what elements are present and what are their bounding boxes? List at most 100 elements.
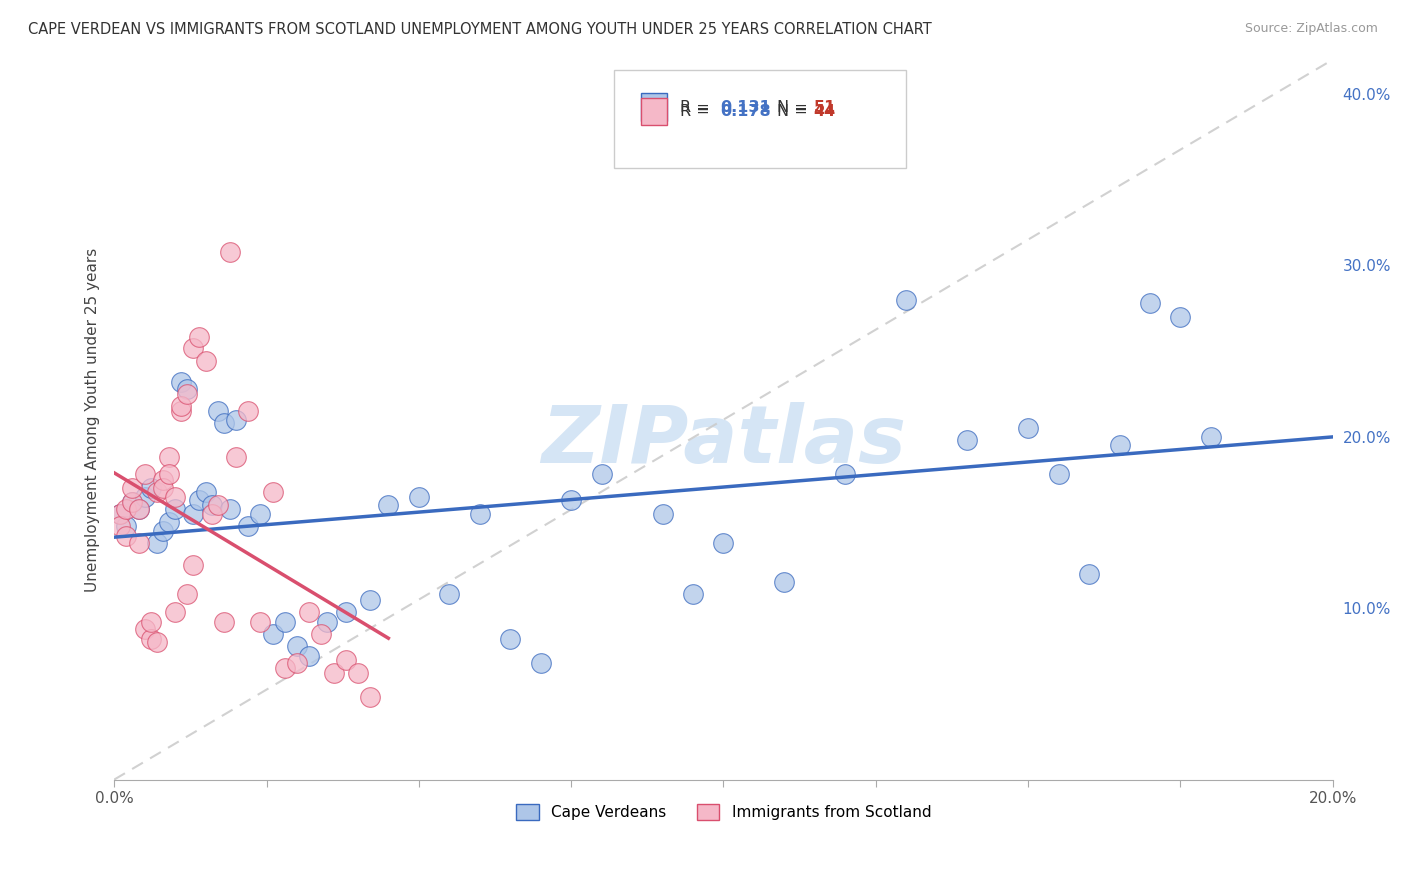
- Point: [176, 382, 198, 396]
- Point: [896, 293, 918, 307]
- Point: [219, 501, 242, 516]
- Point: [212, 615, 235, 629]
- Point: [165, 605, 187, 619]
- Point: [207, 404, 229, 418]
- Point: [682, 587, 704, 601]
- Text: N =: N =: [778, 100, 813, 114]
- Text: CAPE VERDEAN VS IMMIGRANTS FROM SCOTLAND UNEMPLOYMENT AMONG YOUTH UNDER 25 YEARS: CAPE VERDEAN VS IMMIGRANTS FROM SCOTLAND…: [28, 22, 932, 37]
- Point: [128, 536, 150, 550]
- Point: [408, 490, 430, 504]
- Point: [212, 416, 235, 430]
- Point: [1017, 421, 1039, 435]
- Point: [121, 495, 143, 509]
- Point: [165, 490, 187, 504]
- Point: [170, 399, 193, 413]
- Point: [165, 501, 187, 516]
- Point: [115, 519, 138, 533]
- Point: [335, 605, 357, 619]
- Point: [139, 481, 162, 495]
- Point: [322, 666, 344, 681]
- Point: [176, 587, 198, 601]
- Point: [285, 656, 308, 670]
- Point: [201, 507, 224, 521]
- Point: [347, 666, 370, 681]
- Point: [262, 484, 284, 499]
- Text: N =: N =: [778, 104, 813, 119]
- Point: [115, 529, 138, 543]
- Point: [201, 498, 224, 512]
- Point: [274, 661, 297, 675]
- Point: [834, 467, 856, 482]
- Point: [139, 615, 162, 629]
- Point: [651, 507, 673, 521]
- Point: [1170, 310, 1192, 324]
- Point: [238, 519, 260, 533]
- Point: [298, 649, 321, 664]
- Point: [956, 433, 979, 447]
- Point: [560, 493, 582, 508]
- Point: [1139, 296, 1161, 310]
- Legend: Cape Verdeans, Immigrants from Scotland: Cape Verdeans, Immigrants from Scotland: [509, 797, 938, 826]
- Point: [134, 622, 156, 636]
- Point: [110, 507, 132, 521]
- Point: [499, 632, 522, 646]
- Point: [157, 516, 180, 530]
- Text: 51: 51: [814, 100, 837, 114]
- Text: R =: R =: [679, 104, 714, 119]
- Point: [183, 507, 205, 521]
- Point: [146, 536, 169, 550]
- Y-axis label: Unemployment Among Youth under 25 years: Unemployment Among Youth under 25 years: [86, 247, 100, 591]
- Point: [238, 404, 260, 418]
- Point: [468, 507, 491, 521]
- Point: [188, 493, 211, 508]
- Point: [262, 627, 284, 641]
- Text: Source: ZipAtlas.com: Source: ZipAtlas.com: [1244, 22, 1378, 36]
- Point: [152, 473, 174, 487]
- Point: [152, 524, 174, 538]
- Point: [359, 690, 381, 705]
- Point: [152, 481, 174, 495]
- Point: [134, 490, 156, 504]
- Point: [316, 615, 339, 629]
- Point: [128, 501, 150, 516]
- Point: [249, 507, 271, 521]
- Point: [1199, 430, 1222, 444]
- Point: [110, 507, 132, 521]
- Point: [157, 450, 180, 465]
- Point: [377, 498, 399, 512]
- Point: [157, 467, 180, 482]
- Point: [194, 484, 217, 499]
- Point: [170, 375, 193, 389]
- Text: ZIPatlas: ZIPatlas: [541, 402, 905, 480]
- Point: [225, 450, 247, 465]
- Point: [207, 498, 229, 512]
- Text: 0.131: 0.131: [720, 100, 770, 114]
- Point: [1047, 467, 1070, 482]
- Point: [219, 244, 242, 259]
- Point: [134, 467, 156, 482]
- Point: [121, 481, 143, 495]
- Point: [183, 341, 205, 355]
- Point: [139, 632, 162, 646]
- Point: [591, 467, 613, 482]
- Point: [170, 404, 193, 418]
- Point: [194, 354, 217, 368]
- Point: [274, 615, 297, 629]
- Point: [249, 615, 271, 629]
- Point: [183, 558, 205, 573]
- Point: [298, 605, 321, 619]
- Point: [311, 627, 333, 641]
- FancyBboxPatch shape: [641, 98, 668, 125]
- Point: [225, 412, 247, 426]
- Point: [1078, 566, 1101, 581]
- Point: [176, 387, 198, 401]
- Point: [188, 330, 211, 344]
- Point: [146, 484, 169, 499]
- Point: [773, 575, 796, 590]
- Point: [121, 495, 143, 509]
- Point: [359, 592, 381, 607]
- Text: 44: 44: [814, 104, 837, 119]
- Point: [1108, 438, 1130, 452]
- Point: [128, 501, 150, 516]
- Point: [713, 536, 735, 550]
